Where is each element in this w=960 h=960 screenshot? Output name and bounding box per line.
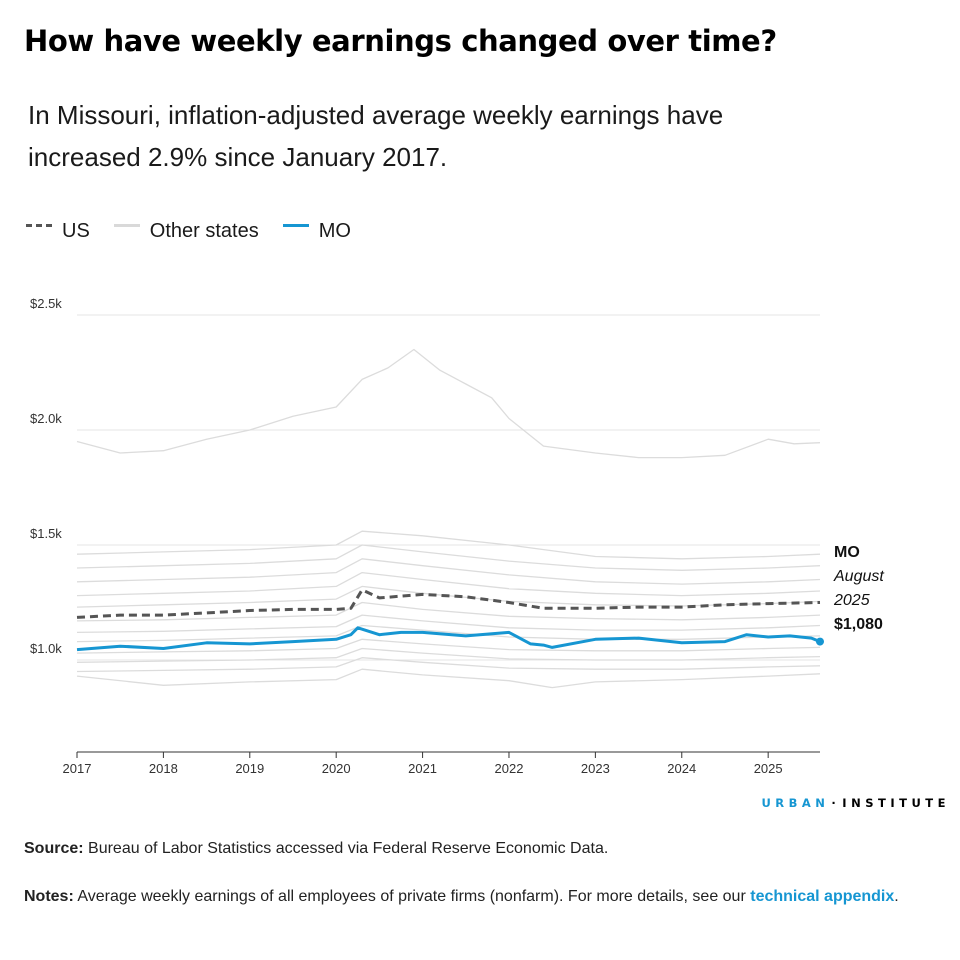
series-line-other-state	[76, 601, 821, 622]
other-states-layer	[76, 348, 821, 689]
x-tick-label: 2023	[581, 761, 610, 776]
legend-swatch-us	[26, 223, 52, 227]
technical-appendix-link[interactable]: technical appendix	[750, 888, 895, 905]
annotation-state: MO	[834, 544, 860, 561]
annotation-value: $1,080	[834, 616, 883, 633]
brand-institute: INSTITUTE	[842, 796, 950, 810]
grid-layer: $1.0k $1.5k $2.0k $2.5k	[30, 296, 820, 661]
series-line-other-state	[76, 544, 821, 571]
annotation-year: 2025	[833, 592, 870, 609]
y-tick-label: $1.0k	[30, 641, 62, 656]
series-line-us	[76, 588, 821, 619]
series-line-other-state	[76, 668, 821, 689]
series-line-other-state	[76, 530, 821, 560]
y-tick-label: $2.0k	[30, 411, 62, 426]
series-line-other-state	[76, 558, 821, 585]
series-line-other-state	[76, 614, 821, 634]
y-tick-label: $1.5k	[30, 526, 62, 541]
x-tick-label: 2021	[408, 761, 437, 776]
legend: US Other states MO	[26, 216, 375, 246]
brand-separator: ·	[831, 796, 841, 810]
legend-item-us: US	[26, 220, 90, 243]
notes-label: Notes:	[24, 888, 74, 905]
legend-label-other-states: Other states	[149, 219, 259, 242]
x-axis: 2017 2018 2019 2020 2021 2022 2023 2024 2025	[63, 751, 820, 776]
x-tick-label: 2024	[667, 761, 696, 776]
mo-endpoint	[816, 637, 824, 646]
series-line-other-state	[76, 638, 821, 654]
urban-institute-logo: URBAN · INSTITUTE	[761, 796, 950, 810]
main-series-layer	[76, 588, 821, 652]
series-line-other-state	[76, 348, 821, 459]
x-tick-label: 2022	[495, 761, 524, 776]
brand-urban: URBAN	[761, 796, 830, 810]
legend-swatch-other-states	[113, 223, 140, 227]
x-tick-label: 2025	[754, 761, 783, 776]
end-annotation: MO August 2025 $1,080	[816, 544, 884, 646]
line-chart: $1.0k $1.5k $2.0k $2.5k 2017 2018 2019 2020 202…	[30, 296, 884, 776]
x-tick-label: 2017	[63, 761, 92, 776]
x-tick-label: 2020	[322, 761, 351, 776]
series-line-other-state	[76, 657, 821, 673]
chart-subtitle: In Missouri, inflation-adjusted average …	[28, 100, 724, 172]
chart-title: How have weekly earnings changed over ti…	[24, 24, 777, 58]
notes: Notes: Average weekly earnings of all em…	[24, 884, 924, 909]
legend-label-us: US	[62, 219, 90, 242]
legend-label-mo: MO	[318, 219, 351, 242]
legend-item-other-states: Other states	[113, 219, 259, 243]
series-line-other-state	[76, 624, 821, 643]
source-label: Source:	[24, 840, 84, 857]
annotation-month: August	[833, 568, 884, 585]
notes-text: Average weekly earnings of all employees…	[77, 888, 751, 905]
series-line-other-state	[76, 647, 821, 663]
x-tick-label: 2019	[235, 761, 264, 776]
legend-item-mo: MO	[282, 219, 351, 243]
x-tick-label: 2018	[149, 761, 178, 776]
y-tick-label: $2.5k	[30, 296, 62, 311]
series-line-other-state	[76, 571, 821, 597]
series-line-mo	[76, 626, 821, 652]
legend-swatch-mo	[282, 223, 309, 227]
notes-end: .	[894, 888, 899, 905]
source-text: Bureau of Labor Statistics accessed via …	[88, 840, 609, 857]
source-note: Source: Bureau of Labor Statistics acces…	[24, 840, 608, 858]
